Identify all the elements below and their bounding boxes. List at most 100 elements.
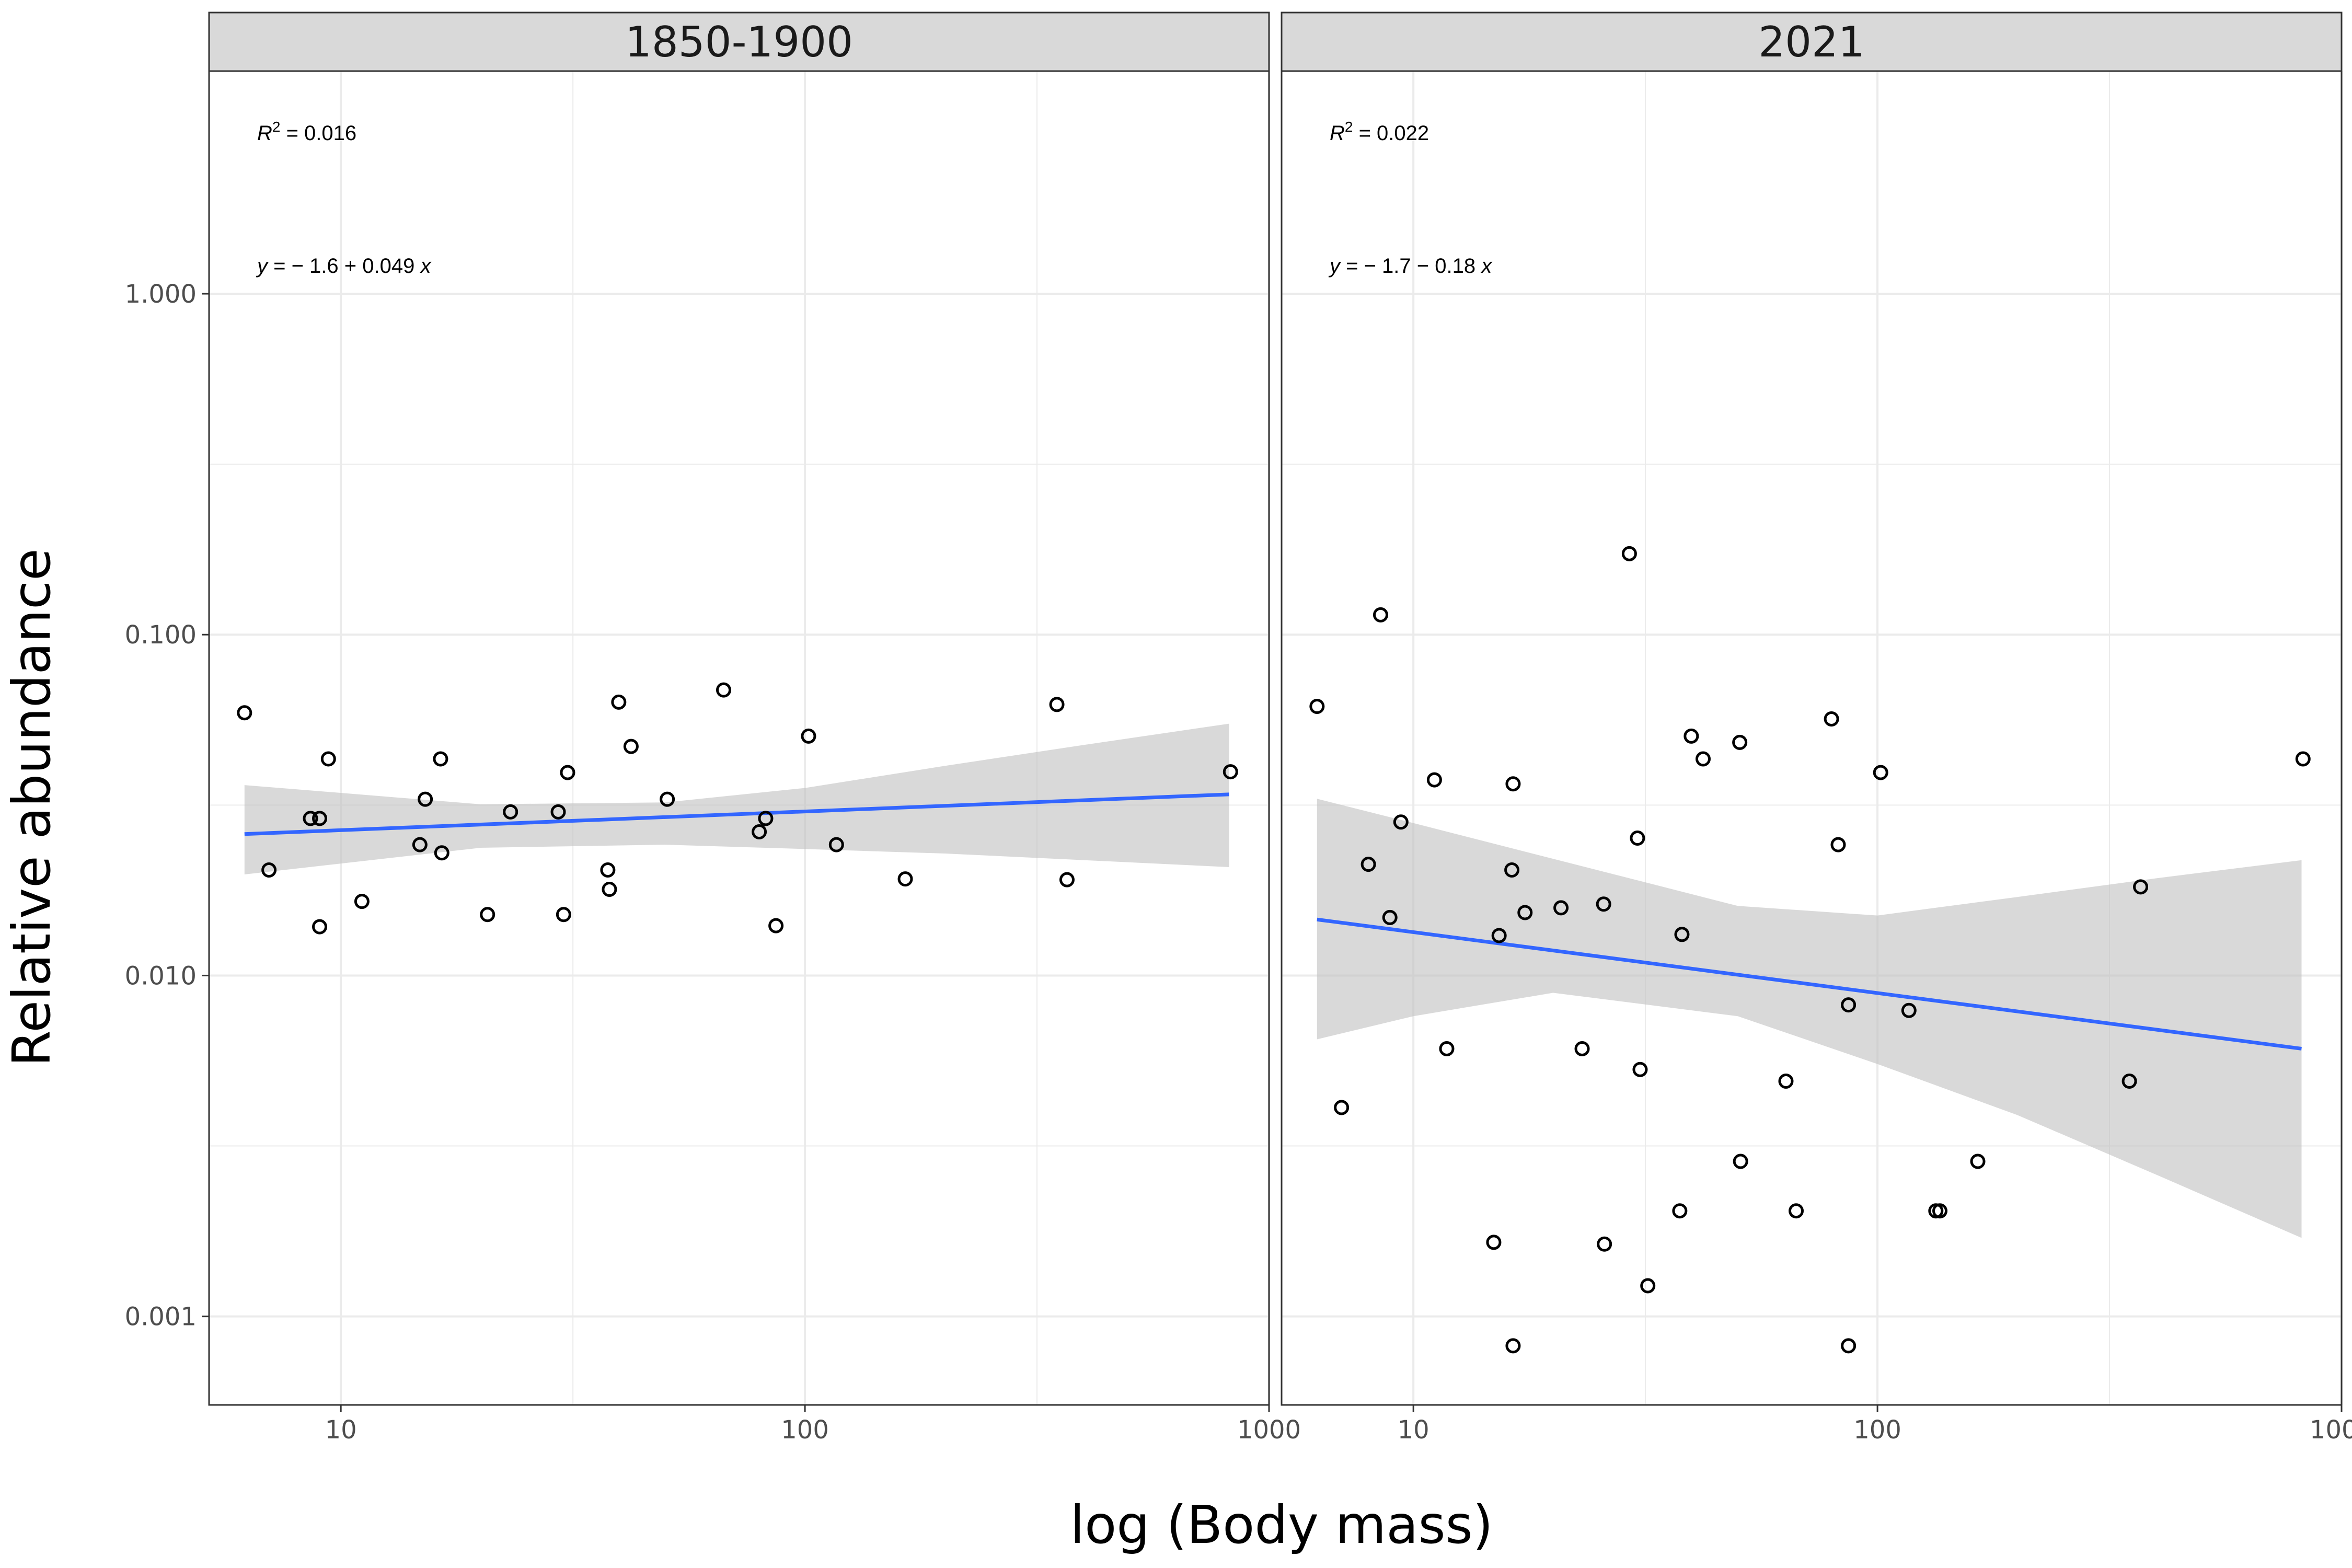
panel-border (1281, 70, 2343, 1406)
data-point (312, 919, 328, 935)
regression-equation: y = − 1.6 + 0.049 x (256, 255, 432, 278)
x-axis-title: log (Body mass) (1070, 1494, 1493, 1555)
x-tick-label: 100 (1853, 1415, 1901, 1445)
y-tick-label: 0.010 (125, 961, 197, 990)
confidence-band (244, 723, 1229, 874)
data-point (1640, 1278, 1656, 1294)
data-point (480, 907, 495, 923)
data-point (412, 837, 428, 852)
data-point (1778, 1074, 1794, 1089)
data-point (1841, 1338, 1857, 1354)
data-point (1517, 905, 1533, 920)
data-point (1361, 857, 1376, 872)
y-axis-title: Relative abundance (1, 548, 62, 1066)
panel-border (208, 70, 1270, 1406)
facet-panel-1: 1850-1900 R2 = 0.016 y = − 1.6 + 0.049 x 10… (125, 11, 1301, 1445)
facet-strip-title: 1850-1900 (625, 18, 853, 66)
data-point (550, 804, 566, 820)
data-point (716, 682, 731, 698)
data-point (1824, 711, 1839, 727)
data-point (312, 811, 328, 826)
data-point (1932, 1203, 1948, 1219)
data-point (1486, 1235, 1502, 1250)
data-point (897, 871, 913, 887)
data-point (237, 705, 252, 721)
facet-strip (208, 11, 1270, 72)
regression-equation: y = − 1.7 − 0.18 x (1328, 255, 1493, 278)
data-point (1632, 1062, 1648, 1077)
regression-line (244, 792, 1229, 836)
x-tick-label: 10 (1398, 1415, 1429, 1445)
data-point (560, 765, 575, 780)
data-point (2133, 879, 2149, 895)
data-point (1733, 1154, 1748, 1169)
data-point (768, 918, 784, 933)
data-point (660, 791, 675, 807)
data-point (2122, 1074, 2137, 1089)
data-point (434, 845, 449, 861)
data-point (752, 824, 767, 839)
data-point (303, 811, 318, 826)
y-tick-label: 0.001 (125, 1302, 197, 1332)
data-point (1732, 734, 1748, 750)
data-point (611, 694, 627, 710)
data-point (320, 751, 336, 767)
data-point (1426, 772, 1442, 788)
data-point (354, 894, 370, 909)
data-point (1553, 900, 1569, 916)
x-tick-label: 1000 (2310, 1415, 2352, 1445)
data-point (1621, 546, 1637, 561)
facet-panels: 1850-1900 R2 = 0.016 y = − 1.6 + 0.049 x 10… (125, 11, 2352, 1445)
data-point (1439, 1041, 1455, 1056)
data-point (1684, 728, 1699, 744)
data-point (602, 882, 617, 897)
data-point (1049, 697, 1065, 712)
r-squared-label: R2 = 0.022 (1330, 119, 1429, 145)
data-point (1382, 909, 1398, 925)
data-point (1597, 1236, 1612, 1252)
data-point (1504, 862, 1520, 878)
data-point (1373, 607, 1388, 622)
x-tick-label: 100 (781, 1415, 829, 1445)
data-point (1574, 1041, 1590, 1056)
data-point (1695, 751, 1711, 767)
y-tick-label: 1.000 (125, 280, 197, 309)
data-point (1596, 896, 1611, 912)
data-point (1873, 765, 1888, 780)
facet-panel-2: 2021 R2 = 0.022 y = − 1.7 − 0.18 x 10 100 100… (1281, 11, 2352, 1445)
x-tick-label: 1000 (1237, 1415, 1301, 1445)
data-point (1672, 1203, 1688, 1219)
data-point (2295, 751, 2311, 767)
confidence-band (1317, 799, 2302, 1238)
data-point (1223, 764, 1238, 780)
data-point (1841, 997, 1857, 1013)
data-point (758, 811, 774, 826)
data-point (503, 804, 518, 820)
facet-strip (1281, 11, 2343, 72)
r-squared-label: R2 = 0.016 (257, 119, 356, 145)
data-point (433, 751, 448, 767)
data-point (1901, 1002, 1917, 1018)
data-point (1309, 698, 1325, 714)
data-point (1393, 814, 1409, 830)
data-point (828, 837, 844, 852)
data-point (600, 862, 616, 878)
data-point (1830, 837, 1846, 852)
data-point (1674, 927, 1690, 942)
data-point (801, 728, 816, 744)
data-point (1059, 872, 1075, 887)
facet-strip-title: 2021 (1758, 18, 1865, 66)
data-point (261, 862, 277, 878)
data-point (1788, 1203, 1804, 1219)
data-point (1334, 1100, 1350, 1115)
data-point (1630, 831, 1645, 846)
data-point (1505, 776, 1521, 792)
data-point (418, 791, 433, 807)
x-tick-label: 10 (325, 1415, 357, 1445)
data-point (1491, 928, 1507, 943)
data-point (556, 907, 571, 923)
data-point (623, 739, 639, 754)
data-point (1505, 1338, 1521, 1354)
y-tick-label: 0.100 (125, 620, 197, 650)
